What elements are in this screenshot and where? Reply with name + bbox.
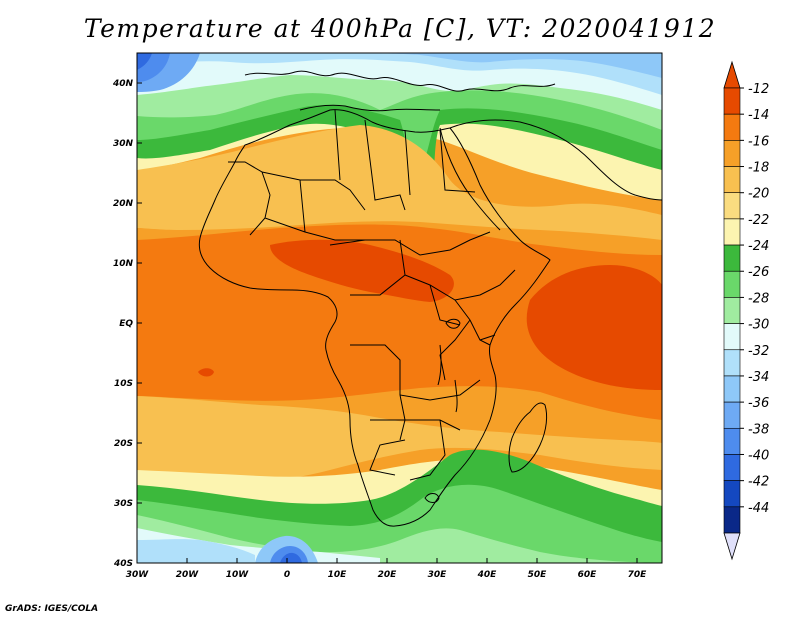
central-hot-core	[270, 239, 454, 302]
colorbar-swatch	[723, 375, 741, 403]
colorbar-swatch	[723, 270, 741, 298]
colorbar-label: -28	[748, 291, 769, 306]
colorbar-label: -32	[748, 344, 769, 359]
lon-tick-label: 40E	[477, 570, 498, 580]
lat-tick-label: 20N	[113, 199, 134, 209]
colorbar-label: -12	[748, 82, 769, 97]
equatorial-warm-band	[137, 224, 662, 420]
border-lines-north	[334, 109, 476, 211]
colorbar-label: -44	[748, 501, 769, 516]
plot-frame	[136, 52, 663, 564]
colorbar-label: -24	[748, 239, 769, 254]
colorbar-label: -26	[748, 265, 769, 280]
europe-coast	[244, 70, 556, 92]
colorbar-label: -16	[748, 134, 769, 149]
lon-tick-label: 20W	[176, 570, 200, 580]
colorbar-label: -14	[748, 108, 769, 123]
lat-tick-label: 40N	[112, 79, 134, 89]
colorbar-swatch	[723, 323, 741, 351]
north-cold-band-blue1	[137, 53, 662, 95]
lesotho-outline	[424, 493, 440, 503]
colorbar-label: -22	[748, 213, 769, 228]
lon-tick-label: 60E	[578, 570, 598, 580]
colorbar-label: -40	[748, 448, 769, 463]
lat-tick-label: EQ	[119, 319, 133, 329]
country-borders	[198, 70, 662, 527]
colorbar-swatch	[723, 349, 741, 377]
colorbar-swatch	[723, 244, 741, 272]
colorbar-swatch	[723, 454, 741, 481]
lat-tick-label: 40S	[113, 559, 133, 569]
colorbar-swatch	[723, 140, 741, 167]
mediterranean-south	[299, 104, 441, 112]
lat-tick-label: 30S	[114, 499, 133, 509]
lon-tick-label: 50E	[528, 570, 548, 580]
colorbar-label: -30	[748, 318, 769, 333]
colorbar-swatch	[723, 480, 741, 508]
colorbar-label: -18	[748, 161, 769, 176]
colorbar-swatch	[723, 87, 741, 115]
madagascar-outline	[508, 402, 548, 473]
north-cold-band-blue2	[137, 53, 662, 78]
lake-malawi	[454, 379, 458, 413]
lon-tick-label: 70E	[628, 570, 648, 580]
colorbar-bottom-arrow	[723, 532, 741, 561]
colorbar-label: -20	[748, 187, 769, 202]
chart-title: Temperature at 400hPa [C], VT: 202004191…	[83, 14, 717, 43]
border-lines-central	[329, 231, 516, 326]
temperature-field	[137, 53, 662, 563]
map-axes: 30W 20W 10W 0 10E 20E 30E 40E 50E 60E 70E 40N 30N 20N…	[112, 79, 647, 580]
colorbar-label: -34	[748, 370, 769, 385]
colorbar-swatch	[723, 113, 741, 141]
lon-tick-label: 30W	[126, 570, 150, 580]
lake-tanganyika	[437, 344, 442, 386]
colorbar-swatch	[723, 427, 741, 455]
red-sea	[439, 127, 501, 231]
colorbar-swatch	[723, 506, 741, 534]
arabia-outline	[449, 119, 662, 201]
lat-tick-label: 10S	[114, 379, 133, 389]
lat-tick-label: 30N	[113, 139, 134, 149]
southwest-cold-patch	[137, 539, 255, 563]
colorbar-swatch	[723, 192, 741, 220]
colorbar-top-arrow	[723, 60, 741, 89]
lat-tick-label: 20S	[114, 439, 133, 449]
colorbar-label: -36	[748, 396, 769, 411]
colorbar-swatch	[723, 401, 741, 429]
indian-ocean-hot-core	[526, 265, 662, 390]
colorbar-label: -42	[748, 475, 769, 490]
colorbar-label: -38	[748, 422, 769, 437]
lon-tick-label: 10W	[226, 570, 250, 580]
border-lines-west	[228, 161, 366, 241]
southern-cold-eddy-deep	[280, 552, 302, 563]
colorbar-swatch	[723, 166, 741, 194]
lake-victoria	[445, 318, 461, 329]
lon-tick-label: 20E	[378, 570, 398, 580]
colorbar-swatch	[723, 218, 741, 246]
lon-tick-label: 30E	[428, 570, 448, 580]
lat-tick-label: 10N	[113, 259, 134, 269]
lon-tick-label: 0	[284, 570, 290, 580]
colorbar: -12 -14 -16 -18 -20 -22 -24 -26 -28 -30 -32 -34 -36 -…	[723, 60, 769, 561]
south-warm-band	[137, 396, 662, 482]
grads-credit: GrADS: IGES/COLA	[5, 604, 99, 614]
colorbar-swatch	[723, 297, 741, 324]
lon-tick-label: 10E	[328, 570, 348, 580]
border-lines-south	[350, 344, 481, 481]
northwest-cold-core-3	[137, 53, 152, 70]
border-lines-east	[439, 299, 496, 381]
sahel-warm-band	[137, 125, 662, 240]
africa-coastline	[198, 109, 551, 527]
small-hot-spot	[198, 368, 214, 377]
